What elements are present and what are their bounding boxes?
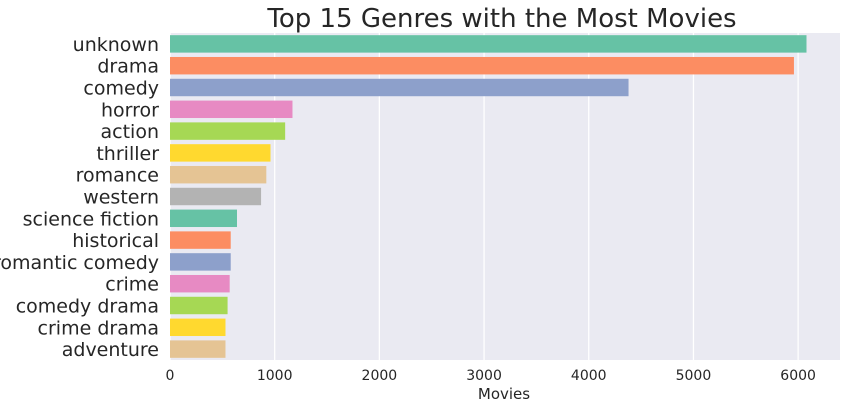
- category-label: unknown: [73, 34, 159, 56]
- category-label: science fiction: [23, 208, 159, 230]
- chart-title: Top 15 Genres with the Most Movies: [266, 4, 736, 34]
- bar-western: [170, 187, 262, 206]
- bar-adventure: [170, 340, 226, 358]
- category-label: drama: [97, 56, 159, 78]
- x-tick-label: 3000: [466, 368, 502, 384]
- x-axis-ticks: 0 1000 2000 3000 4000 5000 6000: [166, 368, 816, 384]
- bar-romantic-comedy: [170, 253, 231, 271]
- bars: [170, 35, 807, 358]
- category-label: romance: [76, 165, 159, 187]
- bar-action: [170, 122, 286, 140]
- x-tick-label: 6000: [780, 368, 816, 384]
- bar-crime: [170, 274, 230, 293]
- bar-romance: [170, 165, 267, 184]
- bar-comedy: [170, 78, 629, 97]
- x-tick-label: 5000: [676, 368, 712, 384]
- category-label: western: [83, 187, 159, 209]
- category-label: romantic comedy: [0, 252, 159, 274]
- category-label: crime: [105, 274, 159, 296]
- bar-horror: [170, 100, 293, 119]
- bar-science-fiction: [170, 209, 237, 228]
- bar-thriller: [170, 144, 271, 162]
- category-label: action: [101, 121, 159, 143]
- bar-drama: [170, 56, 794, 75]
- category-label: comedy: [83, 78, 159, 100]
- category-label: historical: [72, 230, 159, 252]
- bar-historical: [170, 231, 231, 249]
- x-tick-label: 1000: [257, 368, 293, 384]
- bar-crime-drama: [170, 318, 226, 337]
- x-tick-label: 0: [166, 368, 175, 384]
- x-axis-label: Movies: [478, 385, 530, 403]
- x-tick-label: 4000: [571, 368, 607, 384]
- category-label: crime drama: [38, 317, 159, 339]
- category-label: comedy drama: [16, 296, 159, 318]
- bar-comedy-drama: [170, 296, 228, 315]
- category-label: thriller: [96, 143, 159, 165]
- bar-unknown: [170, 35, 807, 53]
- category-label: horror: [101, 99, 159, 121]
- category-label: adventure: [62, 339, 159, 361]
- x-tick-label: 2000: [362, 368, 398, 384]
- category-labels: unknowndramacomedyhorroractionthrillerro…: [0, 34, 159, 361]
